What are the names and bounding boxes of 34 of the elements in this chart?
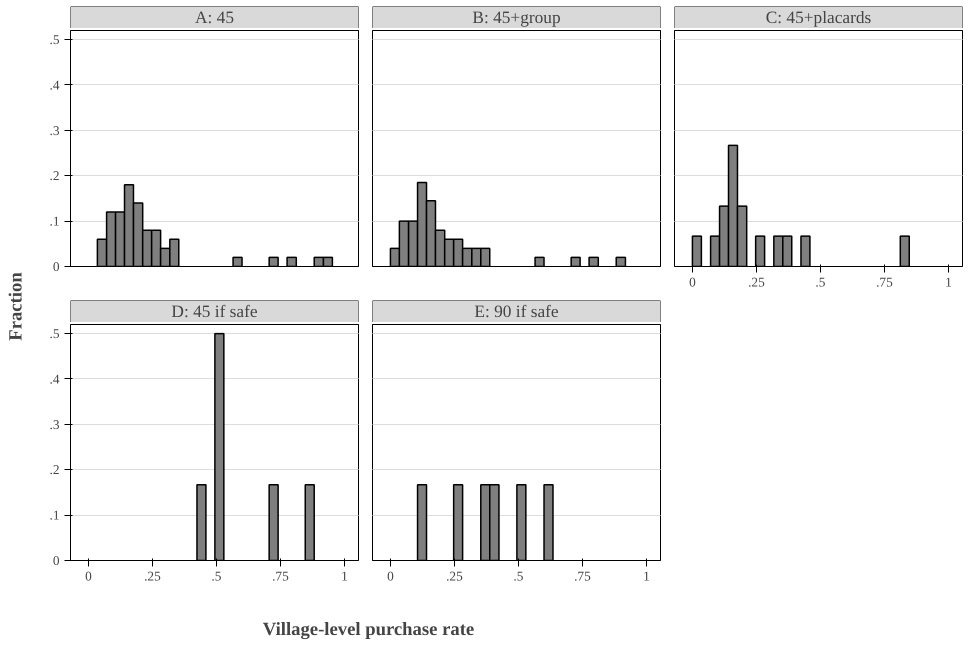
- x-tick-label: .75: [272, 568, 290, 584]
- x-tick-label: 1: [643, 568, 650, 584]
- x-tick-label: 1: [945, 274, 952, 290]
- chart-title: B: 45+group: [472, 8, 561, 27]
- y-tick-label: 0: [52, 553, 60, 568]
- chart-title: E: 90 if safe: [474, 302, 559, 321]
- x-tick-label: .75: [574, 568, 592, 584]
- x-tick-label: .5: [815, 274, 826, 290]
- x-tick-label: .5: [211, 568, 222, 584]
- y-tick-label: .2: [50, 462, 60, 478]
- y-tick-label: .1: [50, 214, 60, 229]
- y-tick-label: .3: [50, 122, 60, 138]
- x-tick-label: .25: [144, 568, 162, 584]
- y-tick-label: .3: [50, 416, 60, 432]
- y-axis-title: Fraction: [5, 272, 26, 341]
- y-tick-label: .5: [50, 32, 60, 48]
- y-tick-label: .4: [50, 77, 60, 92]
- x-tick-label: 0: [85, 568, 92, 584]
- x-tick-label: 0: [689, 274, 696, 290]
- y-tick-label: 0: [52, 259, 60, 274]
- x-tick-label: 1: [341, 568, 348, 584]
- chart-title: A: 45: [195, 8, 234, 27]
- y-tick-label: .5: [50, 326, 60, 342]
- x-tick-label: .25: [446, 568, 464, 584]
- x-tick-label: .75: [876, 274, 894, 290]
- y-tick-label: .2: [50, 168, 60, 184]
- chart-title: C: 45+placards: [766, 8, 872, 27]
- x-tick-label: 0: [387, 568, 394, 584]
- y-tick-label: .1: [50, 508, 60, 523]
- chart-title: D: 45 if safe: [171, 302, 258, 321]
- x-tick-label: .5: [513, 568, 524, 584]
- y-tick-label: .4: [50, 371, 60, 386]
- x-axis-title: Village-level purchase rate: [262, 619, 474, 640]
- x-tick-label: .25: [748, 274, 766, 290]
